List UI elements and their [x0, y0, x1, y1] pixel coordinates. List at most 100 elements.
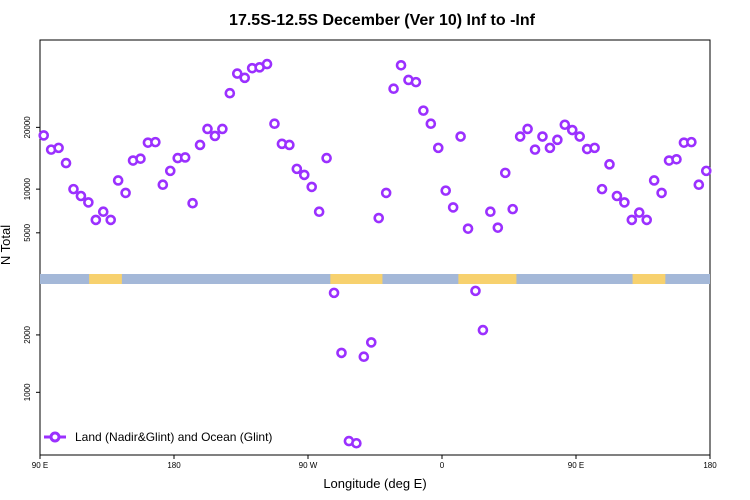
plot-frame — [39, 39, 711, 456]
data-point — [447, 202, 459, 213]
y-tick-label: 5000 — [23, 223, 32, 241]
surface-band — [40, 274, 710, 284]
data-point — [306, 181, 318, 193]
land-segment — [632, 274, 666, 284]
y-tick-label: 10000 — [23, 177, 32, 200]
data-point — [217, 123, 228, 135]
legend-label: Land (Nadir&Glint) and Ocean (Glint) — [75, 430, 272, 444]
data-point — [648, 175, 660, 186]
data-point — [321, 152, 332, 164]
data-point — [351, 437, 362, 449]
x-tick-label: 0 — [440, 461, 445, 470]
data-point — [619, 197, 630, 208]
data-point — [53, 142, 64, 154]
x-axis-label: Longitude (deg E) — [323, 476, 426, 491]
data-point — [328, 287, 340, 299]
data-point — [425, 118, 437, 130]
land-segment — [330, 274, 383, 284]
x-tick-label: 180 — [703, 461, 717, 470]
data-point — [83, 197, 94, 208]
data-point — [358, 351, 370, 363]
data-point — [373, 212, 385, 224]
data-point — [507, 203, 519, 215]
data-point — [410, 76, 422, 88]
data-point — [75, 190, 87, 202]
data-point — [224, 87, 236, 99]
data-point — [529, 144, 541, 155]
y-axis-upper: 5000 10000 20000 — [23, 116, 40, 242]
data-point — [298, 169, 310, 181]
data-point — [97, 206, 109, 218]
data-point — [157, 179, 169, 191]
data-point — [552, 134, 563, 146]
data-point — [537, 131, 548, 142]
data-point — [574, 131, 586, 142]
chart-title: 17.5S-12.5S December (Ver 10) Inf to -In… — [229, 12, 536, 29]
data-point — [455, 131, 466, 142]
land-segment — [89, 274, 122, 284]
data-point — [596, 183, 608, 195]
data-point — [209, 130, 221, 142]
data-point — [269, 118, 280, 130]
data-point — [418, 105, 429, 116]
data-point — [90, 214, 102, 226]
data-point — [544, 142, 556, 154]
data-point — [105, 214, 117, 226]
data-point — [671, 154, 682, 165]
data-point — [566, 124, 578, 136]
data-point — [693, 179, 705, 191]
data-point — [365, 337, 377, 348]
data-point — [388, 83, 399, 95]
x-tick-label: 90 W — [299, 461, 318, 470]
data-point — [522, 123, 533, 135]
data-point — [641, 214, 653, 226]
data-point — [656, 187, 667, 199]
data-point — [477, 324, 489, 336]
data-point — [336, 347, 347, 359]
data-point — [150, 136, 161, 148]
data-point — [485, 206, 496, 218]
data-point — [492, 222, 504, 233]
data-point — [112, 175, 124, 186]
land-segment — [458, 274, 517, 284]
data-point — [261, 58, 273, 70]
y-tick-label: 20000 — [23, 116, 32, 139]
data-point — [194, 139, 206, 151]
data-point — [462, 223, 474, 234]
data-point — [60, 157, 72, 169]
data-point — [179, 152, 191, 163]
data-point — [432, 142, 444, 154]
data-point — [380, 187, 392, 199]
data-point — [239, 72, 251, 84]
data-point — [633, 207, 645, 218]
data-point — [313, 206, 325, 218]
y-axis-label: N Total — [0, 225, 13, 265]
data-point — [499, 167, 511, 179]
y-tick-label: 2000 — [23, 325, 32, 343]
data-point — [135, 153, 146, 164]
legend-marker — [49, 431, 61, 443]
data-point — [470, 285, 481, 297]
data-points — [38, 58, 712, 449]
data-point — [231, 68, 243, 79]
x-tick-label: 90 E — [568, 461, 584, 470]
data-point — [38, 130, 50, 141]
legend: Land (Nadir&Glint) and Ocean (Glint) — [44, 430, 272, 444]
data-point — [686, 136, 697, 148]
data-point — [514, 131, 526, 142]
y-axis-lower: 1000 2000 — [23, 325, 40, 401]
data-point — [611, 190, 623, 202]
x-axis: 90 E 180 90 W 0 90 E 180 — [32, 455, 717, 470]
data-point — [164, 165, 176, 177]
data-point — [559, 119, 571, 131]
data-point — [202, 123, 213, 135]
data-point — [187, 197, 198, 209]
y-tick-label: 1000 — [23, 383, 32, 401]
data-point — [68, 183, 79, 195]
data-point — [589, 142, 600, 154]
data-point — [291, 163, 303, 175]
data-point — [120, 187, 131, 199]
data-point — [284, 139, 295, 151]
data-point — [626, 214, 638, 226]
